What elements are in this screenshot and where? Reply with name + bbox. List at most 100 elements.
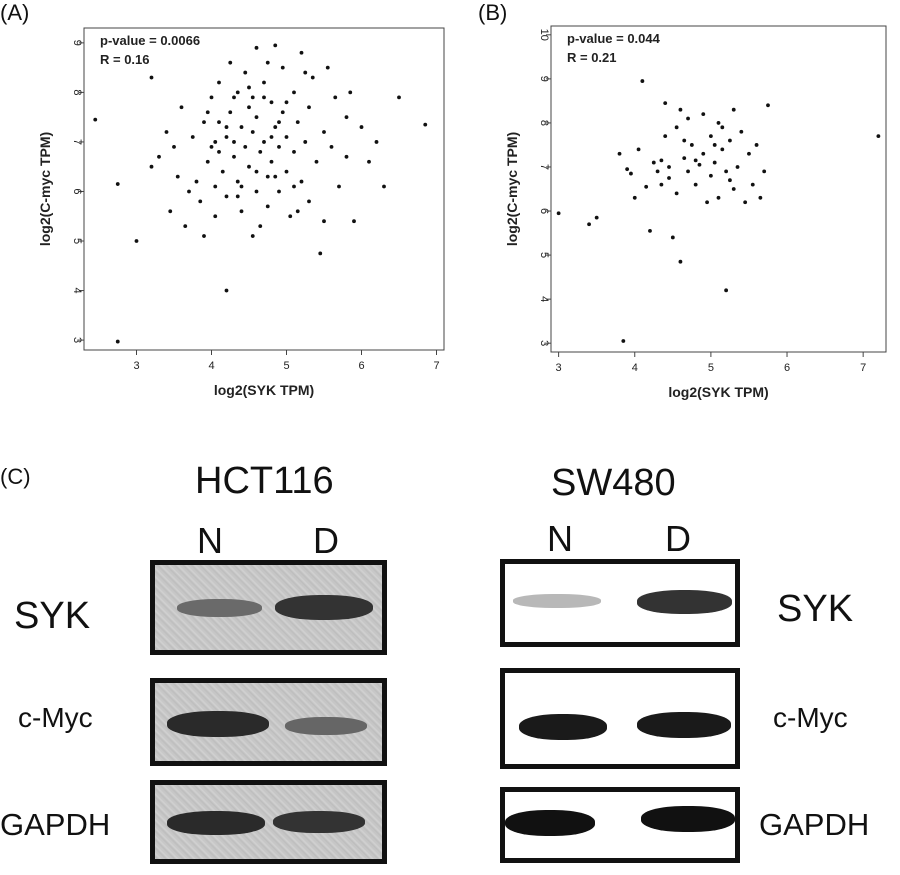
- sw480-lane-n: N: [547, 518, 573, 559]
- plot-a-data-point: [273, 125, 278, 129]
- plot-b-data-point: [693, 158, 698, 163]
- plot-a-data-point: [187, 189, 191, 194]
- plot-a-data-point: [299, 50, 304, 55]
- plot-b-y-tick-label: 6: [538, 208, 550, 214]
- plot-b-y-axis-label: log2(C-myc TPM): [504, 132, 520, 246]
- plot-a-x-tick-label: 7: [433, 360, 439, 372]
- hct116-row-label-syk: SYK: [14, 595, 91, 637]
- plot-a-data-point: [190, 135, 195, 139]
- plot-a-data-point: [247, 105, 251, 110]
- plot-a-data-point: [235, 194, 240, 199]
- plot-a-data-point: [344, 154, 349, 159]
- plot-a-data-point: [217, 80, 221, 85]
- plot-a-y-tick-label: 8: [71, 89, 83, 95]
- plot-a-data-point: [250, 234, 255, 238]
- plot-a-data-point: [359, 125, 364, 129]
- plot-a-data-point: [157, 154, 161, 159]
- sw480-cmyc-band-d: [637, 712, 731, 738]
- plot-a-data-point: [168, 209, 173, 214]
- plot-a-data-point: [269, 159, 274, 164]
- hct116-syk-band-d: [275, 595, 373, 620]
- plot-a-data-point: [337, 184, 341, 189]
- plot-a-data-point: [325, 65, 330, 70]
- plot-b-data-point: [594, 215, 599, 220]
- hct116-gapdh-blot: [150, 780, 387, 864]
- plot-a-data-point: [292, 90, 296, 95]
- plot-a-data-point: [284, 135, 289, 139]
- plot-a-data-point: [235, 90, 240, 95]
- plot-a-data-point: [314, 159, 319, 164]
- plot-a-data-point: [284, 100, 289, 105]
- hct116-syk-band-n: [177, 599, 262, 617]
- plot-a-data-point: [224, 125, 229, 129]
- plot-a-data-point: [258, 224, 263, 229]
- plot-b-data-point: [754, 143, 759, 147]
- plot-a-data-point: [235, 179, 240, 184]
- plot-a-annotation: p-value = 0.0066: [100, 33, 200, 48]
- plot-b-data-point: [731, 107, 736, 112]
- plot-a-data-point: [307, 199, 311, 204]
- plot-a-data-point: [265, 60, 270, 65]
- plot-b-data-point: [747, 151, 751, 156]
- hct116-gapdh-band-n: [167, 811, 265, 835]
- plot-b-data-point: [728, 178, 732, 183]
- plot-b-data-point: [667, 176, 671, 180]
- plot-a-data-point: [224, 135, 229, 139]
- plot-b-data-point: [678, 107, 683, 112]
- plot-b-data-point: [663, 101, 668, 105]
- plot-a-data-point: [303, 140, 308, 144]
- plot-a-data-point: [213, 214, 218, 219]
- plot-a-data-point: [220, 169, 225, 174]
- plot-a-data-point: [243, 144, 248, 149]
- plot-b-y-tick-label: 7: [538, 164, 550, 170]
- plot-b-x-tick-label: 7: [860, 362, 866, 374]
- plot-a-data-point: [213, 184, 218, 189]
- plot-a-data-point: [183, 224, 188, 229]
- plot-b-data-point: [686, 169, 690, 174]
- plot-a-data-point: [232, 95, 236, 100]
- plot-a-data-point: [269, 135, 274, 139]
- plot-b-data-point: [716, 121, 721, 125]
- plot-b-data-point: [708, 173, 713, 178]
- sw480-row-label-syk: SYK: [777, 588, 854, 630]
- plot-a-data-point: [209, 95, 214, 100]
- plot-a-data-point: [262, 80, 266, 85]
- plot-b-data-point: [708, 134, 713, 139]
- hct116-row-label-gapdh: GAPDH: [0, 807, 111, 842]
- plot-b-data-point: [632, 195, 637, 200]
- plot-b-data-point: [636, 147, 641, 152]
- plot-b-data-point: [724, 169, 729, 174]
- plot-a-data-point: [265, 174, 270, 179]
- plot-a-data-point: [202, 234, 206, 238]
- plot-a-plot-frame: [83, 27, 445, 351]
- plot-a-data-point: [299, 179, 304, 184]
- plot-b-data-point: [655, 169, 660, 174]
- sw480-cmyc-blot: [500, 668, 740, 769]
- plot-a-data-point: [172, 144, 176, 149]
- plot-b-annotation: p-value = 0.044: [567, 31, 661, 46]
- plot-b-data-point: [682, 156, 687, 161]
- plot-b-data-point: [667, 165, 671, 169]
- plot-b-plot-frame: [550, 25, 887, 353]
- plot-b-data-point: [693, 182, 698, 187]
- plot-a-data-point: [205, 110, 210, 115]
- plot-b-data-point: [587, 222, 591, 227]
- plot-a-data-point: [254, 115, 259, 120]
- plot-b-data-point: [621, 339, 626, 343]
- sw480-syk-blot: [500, 559, 740, 647]
- scatter-plot-a: 3 4 5 6 7 3 4 5 6 7 8 9 log2(SYK TPM) log2(C-myc TPM)…: [37, 27, 445, 398]
- hct116-syk-blot: [150, 560, 387, 655]
- plot-b-data-point: [728, 138, 732, 143]
- plot-a-x-tick-label: 5: [283, 360, 289, 372]
- plot-a-data-point: [228, 60, 233, 65]
- plot-a-x-axis-label: log2(SYK TPM): [214, 382, 314, 398]
- plot-b-data-point: [556, 211, 561, 216]
- hct116-lane-n: N: [197, 520, 223, 561]
- plot-a-data-point: [277, 189, 281, 194]
- plot-b-data-point: [762, 169, 767, 174]
- sw480-syk-band-n: [513, 594, 601, 608]
- plot-a-data-point: [262, 95, 266, 100]
- plot-a-data-point: [352, 219, 356, 224]
- plot-a-data-point: [280, 110, 285, 115]
- plot-b-y-tick-label: 8: [538, 120, 550, 126]
